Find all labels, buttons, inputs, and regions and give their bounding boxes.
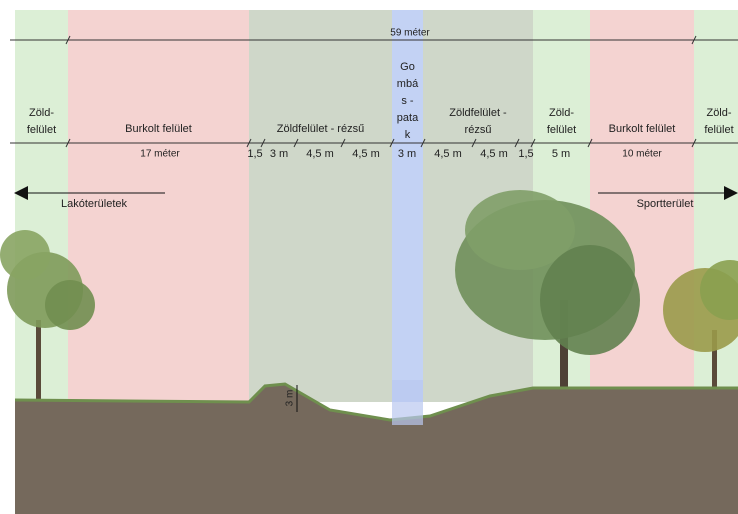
zone-label: Zöld- xyxy=(706,107,731,119)
dimension-tick xyxy=(420,138,426,148)
zone-label: Burkolt felület xyxy=(125,123,192,135)
zone-label: Burkolt felület xyxy=(609,123,676,135)
arrow-left-label: Lakóterületek xyxy=(61,198,128,210)
zone-label: Zöld- xyxy=(549,107,574,119)
zone-band xyxy=(249,10,392,402)
dimension-tick xyxy=(471,138,477,148)
zone-label: mbá xyxy=(397,78,419,90)
tree-right xyxy=(663,260,738,390)
zone-label: Zöld- xyxy=(29,107,54,119)
tree-left xyxy=(0,230,95,400)
dimension-tick xyxy=(65,138,71,148)
dimension-tick xyxy=(389,138,395,148)
depth-label: 3 m xyxy=(285,390,296,407)
dimension-label: 17 méter xyxy=(140,149,180,160)
zone-band xyxy=(392,10,423,402)
overall-dimension: 59 méter xyxy=(390,28,430,39)
zone-band xyxy=(15,10,68,402)
dimension-tick xyxy=(514,138,520,148)
dimension-tick xyxy=(293,138,299,148)
dimension-label: 3 m xyxy=(270,148,288,160)
zone-band xyxy=(68,10,249,402)
zone-label: k xyxy=(405,129,411,141)
dimension-tick xyxy=(587,138,593,148)
dimension-label: 1,5 xyxy=(518,148,533,160)
tree-willow xyxy=(455,190,640,390)
zone-label: rézsű xyxy=(465,124,492,136)
ground-edge xyxy=(14,382,738,422)
dimension-label: 1,5 xyxy=(247,148,262,160)
dimension-label: 4,5 m xyxy=(352,148,380,160)
zone-label: felület xyxy=(547,124,576,136)
dimension-label: 5 m xyxy=(552,148,570,160)
dimension-tick xyxy=(246,138,252,148)
arrow-left-head xyxy=(14,186,28,200)
dimension-tick xyxy=(340,138,346,148)
zone-label: Zöldfelület - xyxy=(449,107,507,119)
zone-label: s - xyxy=(401,95,414,107)
dimension-label: 4,5 m xyxy=(306,148,334,160)
dimension-label: 10 méter xyxy=(622,149,662,160)
dimension-tick xyxy=(691,35,697,45)
dimension-tick xyxy=(530,138,536,148)
arrow-right-head xyxy=(724,186,738,200)
dimension-label: 3 m xyxy=(398,148,416,160)
zone-label: felület xyxy=(27,124,56,136)
stream-water xyxy=(392,380,423,425)
ground xyxy=(15,384,738,514)
zone-label: pata xyxy=(397,112,419,124)
dimension-label: 4,5 m xyxy=(480,148,508,160)
dimension-tick xyxy=(691,138,697,148)
dimension-tick xyxy=(260,138,266,148)
zone-label: felület xyxy=(704,124,733,136)
arrow-right-label: Sportterület xyxy=(637,198,694,210)
dimension-tick xyxy=(65,35,71,45)
dimension-label: 4,5 m xyxy=(434,148,462,160)
zone-label: Go xyxy=(400,61,415,73)
zone-label: Zöldfelület - rézsű xyxy=(277,123,364,135)
